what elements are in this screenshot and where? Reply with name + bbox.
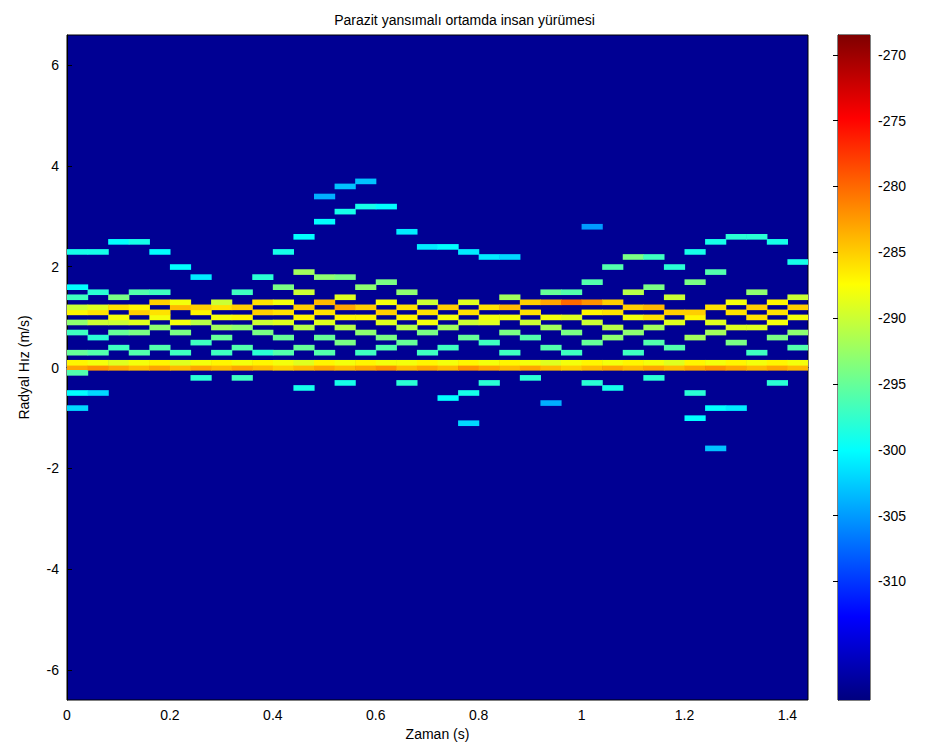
svg-text:-300: -300 [878,442,906,458]
svg-text:4: 4 [51,158,59,174]
svg-text:-2: -2 [47,460,60,476]
svg-text:-275: -275 [878,113,906,129]
svg-text:-290: -290 [878,310,906,326]
svg-text:0: 0 [63,707,71,723]
svg-text:0.6: 0.6 [366,707,386,723]
svg-text:-310: -310 [878,573,906,589]
svg-text:Radyal Hız (m/s): Radyal Hız (m/s) [16,315,32,419]
svg-text:-305: -305 [878,508,906,524]
svg-text:Zaman (s): Zaman (s) [406,726,470,742]
svg-text:0.8: 0.8 [469,707,489,723]
svg-text:-4: -4 [47,561,60,577]
svg-text:0: 0 [51,360,59,376]
svg-text:1.2: 1.2 [675,707,695,723]
svg-text:-295: -295 [878,376,906,392]
svg-text:2: 2 [51,259,59,275]
svg-text:Parazit yansımalı ortamda insa: Parazit yansımalı ortamda insan yürümesi [334,12,595,28]
svg-text:-280: -280 [878,178,906,194]
svg-text:-6: -6 [47,662,60,678]
svg-text:-270: -270 [878,47,906,63]
svg-text:1: 1 [578,707,586,723]
svg-text:0.4: 0.4 [263,707,283,723]
svg-text:-285: -285 [878,244,906,260]
svg-text:0.2: 0.2 [160,707,180,723]
svg-text:6: 6 [51,57,59,73]
svg-text:1.4: 1.4 [778,707,798,723]
